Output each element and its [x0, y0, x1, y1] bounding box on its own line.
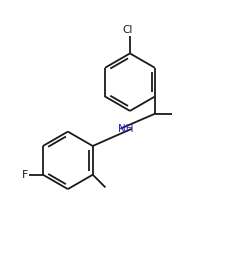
Text: Cl: Cl	[122, 25, 132, 35]
Text: NH: NH	[118, 124, 133, 134]
Text: F: F	[22, 170, 28, 180]
